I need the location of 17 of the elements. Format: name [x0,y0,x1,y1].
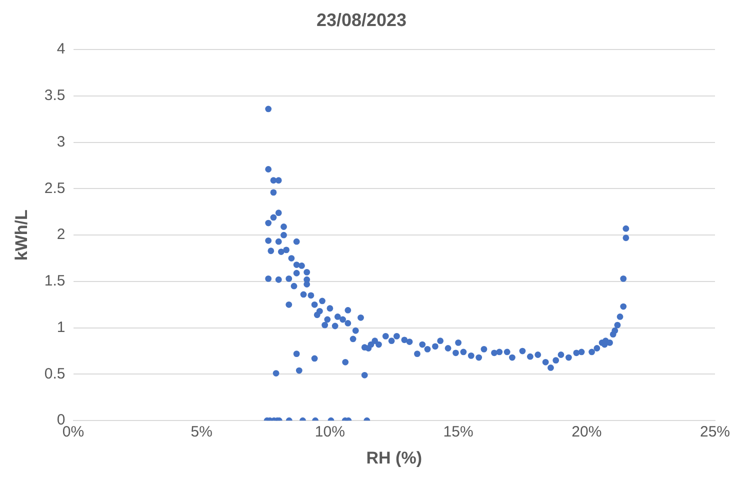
y-tick-label: 2 [56,226,66,244]
x-tick-label: 0% [62,424,84,441]
y-tick-label: 2.5 [44,180,66,197]
y-tick-label: 0.5 [44,365,66,382]
x-axis-title: RH (%) [366,448,422,468]
x-tick-label: 25% [700,424,730,441]
chart-title: 23/08/2023 [316,10,407,30]
y-tick-label: 1 [56,318,66,336]
y-tick-label: 3 [56,133,66,150]
x-tick-label: 15% [443,424,474,441]
x-tick-label: 10% [314,424,345,441]
y-tick-label: 1.5 [44,272,66,290]
x-tick-label: 20% [572,424,602,441]
y-axis-title: kWh/L [12,210,31,261]
y-tick-label: 3.5 [44,87,66,104]
x-tick-label: 5% [190,424,212,441]
y-tick-label: 4 [56,40,66,58]
